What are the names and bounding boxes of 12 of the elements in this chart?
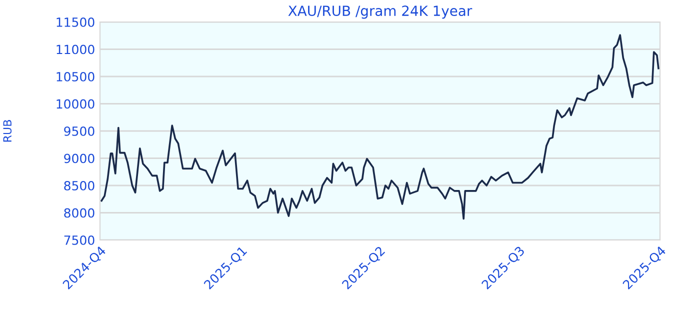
y-tick-label: 8000 [64, 208, 94, 218]
y-tick-label: 9500 [64, 126, 94, 136]
y-tick-label: 11500 [56, 17, 94, 27]
y-tick-label: 10500 [56, 72, 94, 82]
chart-title: XAU/RUB /gram 24K 1year [288, 6, 472, 19]
y-tick-label: 10000 [56, 99, 94, 109]
line-series [100, 34, 660, 220]
y-tick-label: 8500 [64, 180, 94, 190]
y-tick-label: 9000 [64, 154, 94, 164]
y-tick-label: 11000 [56, 44, 94, 54]
y-tick-label: 7500 [64, 235, 94, 245]
y-axis-title: RUB [3, 120, 12, 142]
